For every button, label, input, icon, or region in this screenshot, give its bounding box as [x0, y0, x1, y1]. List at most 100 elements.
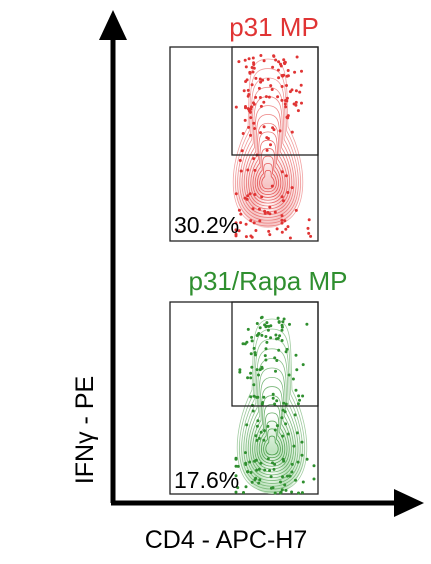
- event-dot: [234, 457, 238, 461]
- event-dot: [282, 199, 285, 203]
- event-dot: [252, 394, 256, 398]
- event-dot: [254, 229, 258, 232]
- event-dot: [286, 432, 290, 436]
- event-dot: [288, 474, 292, 478]
- contour-line: [261, 169, 275, 190]
- event-dot: [282, 73, 286, 77]
- event-dot: [295, 55, 299, 59]
- event-dot: [284, 350, 288, 354]
- event-dot: [268, 205, 272, 209]
- event-dot: [282, 401, 286, 405]
- event-dot: [268, 233, 272, 237]
- event-dot: [249, 395, 253, 399]
- event-dot: [280, 221, 284, 225]
- event-dot: [280, 416, 284, 420]
- event-dot: [244, 106, 247, 110]
- event-dot: [275, 399, 279, 403]
- event-dot: [298, 90, 302, 94]
- event-dot: [234, 192, 238, 196]
- event-dot: [248, 71, 252, 75]
- event-dot: [283, 102, 287, 106]
- event-dot: [262, 125, 266, 129]
- event-dot: [273, 428, 277, 432]
- event-dot: [234, 105, 238, 109]
- event-dot: [249, 219, 253, 223]
- event-dot: [290, 88, 294, 92]
- event-dot: [306, 226, 310, 230]
- contour-line: [243, 348, 301, 484]
- event-dot: [267, 324, 271, 328]
- event-dot: [239, 221, 243, 225]
- event-dot: [274, 369, 277, 373]
- contour-line: [241, 96, 295, 215]
- event-dot: [257, 481, 261, 485]
- event-dot: [280, 85, 284, 88]
- event-dot: [246, 107, 250, 111]
- event-dot: [259, 131, 262, 135]
- event-dot: [281, 408, 285, 412]
- x-axis-arrowhead: [394, 489, 424, 517]
- event-dot: [290, 186, 294, 190]
- contour-line: [258, 412, 286, 464]
- contour-line: [254, 147, 282, 198]
- event-dot: [252, 102, 256, 106]
- event-dot: [245, 340, 249, 344]
- event-dot: [262, 100, 266, 104]
- event-dot: [305, 322, 309, 326]
- contour-line: [239, 86, 297, 218]
- event-dot: [255, 334, 259, 337]
- event-dot: [246, 376, 250, 380]
- event-dot: [238, 159, 242, 162]
- event-dot: [248, 110, 252, 114]
- event-dot: [300, 440, 304, 444]
- panel-p31-rapa: p31/Rapa MP 17.6%: [169, 266, 347, 495]
- event-dot: [258, 77, 262, 81]
- event-dot: [265, 148, 269, 152]
- event-dot: [285, 84, 288, 87]
- event-dot: [253, 351, 257, 355]
- event-dot: [252, 63, 256, 66]
- contour-line: [250, 131, 286, 204]
- event-dot: [269, 475, 273, 479]
- event-dot: [254, 95, 258, 99]
- event-dot: [280, 170, 284, 174]
- inner-gate: [231, 46, 319, 156]
- event-dot: [307, 218, 311, 222]
- event-dot: [247, 57, 251, 61]
- event-dot: [262, 59, 266, 63]
- event-dot: [263, 468, 267, 472]
- contour-line: [252, 386, 292, 473]
- event-dot: [253, 127, 257, 130]
- event-dot: [237, 60, 241, 64]
- event-dot: [253, 459, 256, 463]
- event-dot: [250, 365, 254, 369]
- event-dot: [238, 368, 242, 372]
- event-dot: [286, 474, 289, 478]
- y-axis-arrowhead: [99, 10, 127, 40]
- event-dot: [254, 76, 258, 80]
- event-dot: [255, 424, 259, 428]
- event-dot: [255, 395, 259, 399]
- event-dot: [286, 69, 290, 72]
- event-dot: [276, 316, 280, 320]
- percentage-label: 17.6%: [174, 467, 239, 493]
- event-dot: [254, 476, 258, 480]
- inner-gate: [231, 301, 319, 407]
- event-dot: [244, 461, 248, 465]
- event-dot: [255, 322, 259, 325]
- event-dot: [298, 398, 301, 402]
- event-dot: [252, 383, 256, 387]
- event-dot: [252, 346, 256, 350]
- event-dot: [237, 229, 241, 233]
- event-dot: [272, 467, 276, 471]
- event-dot: [260, 333, 264, 337]
- event-dot: [284, 227, 288, 231]
- event-dot: [286, 191, 290, 194]
- event-dot: [253, 168, 257, 172]
- event-dot: [293, 413, 297, 417]
- contour-line: [243, 105, 293, 213]
- contour-line: [263, 428, 281, 459]
- event-dot: [288, 236, 292, 240]
- event-dot: [286, 74, 290, 78]
- event-dot: [247, 125, 251, 129]
